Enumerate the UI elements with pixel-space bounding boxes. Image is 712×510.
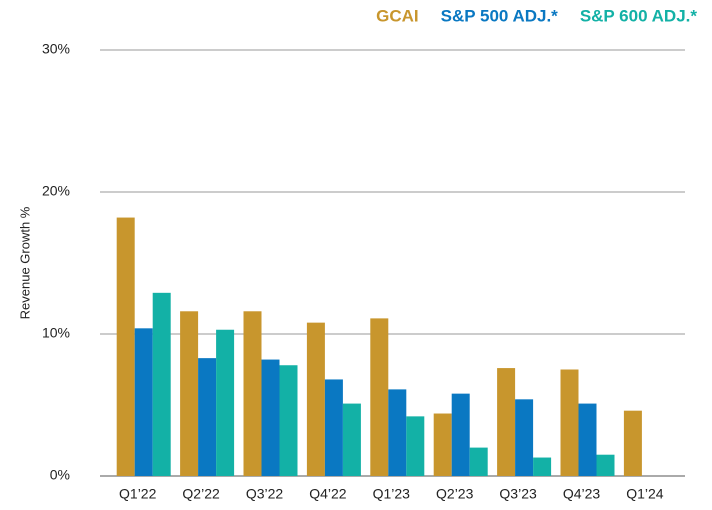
y-tick-label: 10% xyxy=(42,325,70,341)
bar xyxy=(406,416,425,476)
bar xyxy=(152,292,171,476)
bar xyxy=(388,389,407,476)
bar xyxy=(497,368,516,476)
x-tick-label: Q1’24 xyxy=(626,486,664,502)
legend: S&P 600 ADJ.* S&P 500 ADJ.* GCAI xyxy=(376,6,697,25)
x-tick-label: Q4’23 xyxy=(563,486,601,502)
bar xyxy=(261,359,280,476)
bar xyxy=(433,413,452,476)
x-tick-label: Q4’22 xyxy=(309,486,347,502)
x-tick-label: Q2’23 xyxy=(436,486,474,502)
y-axis-label: Revenue Growth % xyxy=(17,206,32,319)
bar xyxy=(279,365,298,476)
y-tick-label: 20% xyxy=(42,183,70,199)
bar xyxy=(560,369,579,476)
bar xyxy=(180,311,199,476)
x-tick-label: Q1’23 xyxy=(373,486,411,502)
bar xyxy=(533,457,552,476)
bar xyxy=(243,311,262,476)
legend-entry: S&P 500 ADJ.* xyxy=(441,6,559,25)
bar xyxy=(116,217,135,476)
y-tick-label: 30% xyxy=(42,41,70,57)
bar xyxy=(134,328,153,476)
legend-entry: GCAI xyxy=(376,6,419,25)
bar xyxy=(306,322,325,476)
bar xyxy=(515,399,534,476)
x-tick-label: Q3’22 xyxy=(246,486,284,502)
bar xyxy=(198,358,217,476)
x-tick-label: Q2’22 xyxy=(182,486,220,502)
bar xyxy=(469,447,488,476)
legend-entry: S&P 600 ADJ.* xyxy=(580,6,698,25)
bar xyxy=(623,410,642,476)
bar xyxy=(596,454,615,476)
bar xyxy=(370,318,389,476)
bar xyxy=(578,403,597,476)
y-tick-label: 0% xyxy=(50,467,70,483)
bar xyxy=(451,393,470,476)
x-tick-label: Q1’22 xyxy=(119,486,157,502)
bar xyxy=(342,403,361,476)
x-tick-label: Q3’23 xyxy=(499,486,537,502)
bar xyxy=(324,379,343,476)
bar xyxy=(216,329,235,476)
